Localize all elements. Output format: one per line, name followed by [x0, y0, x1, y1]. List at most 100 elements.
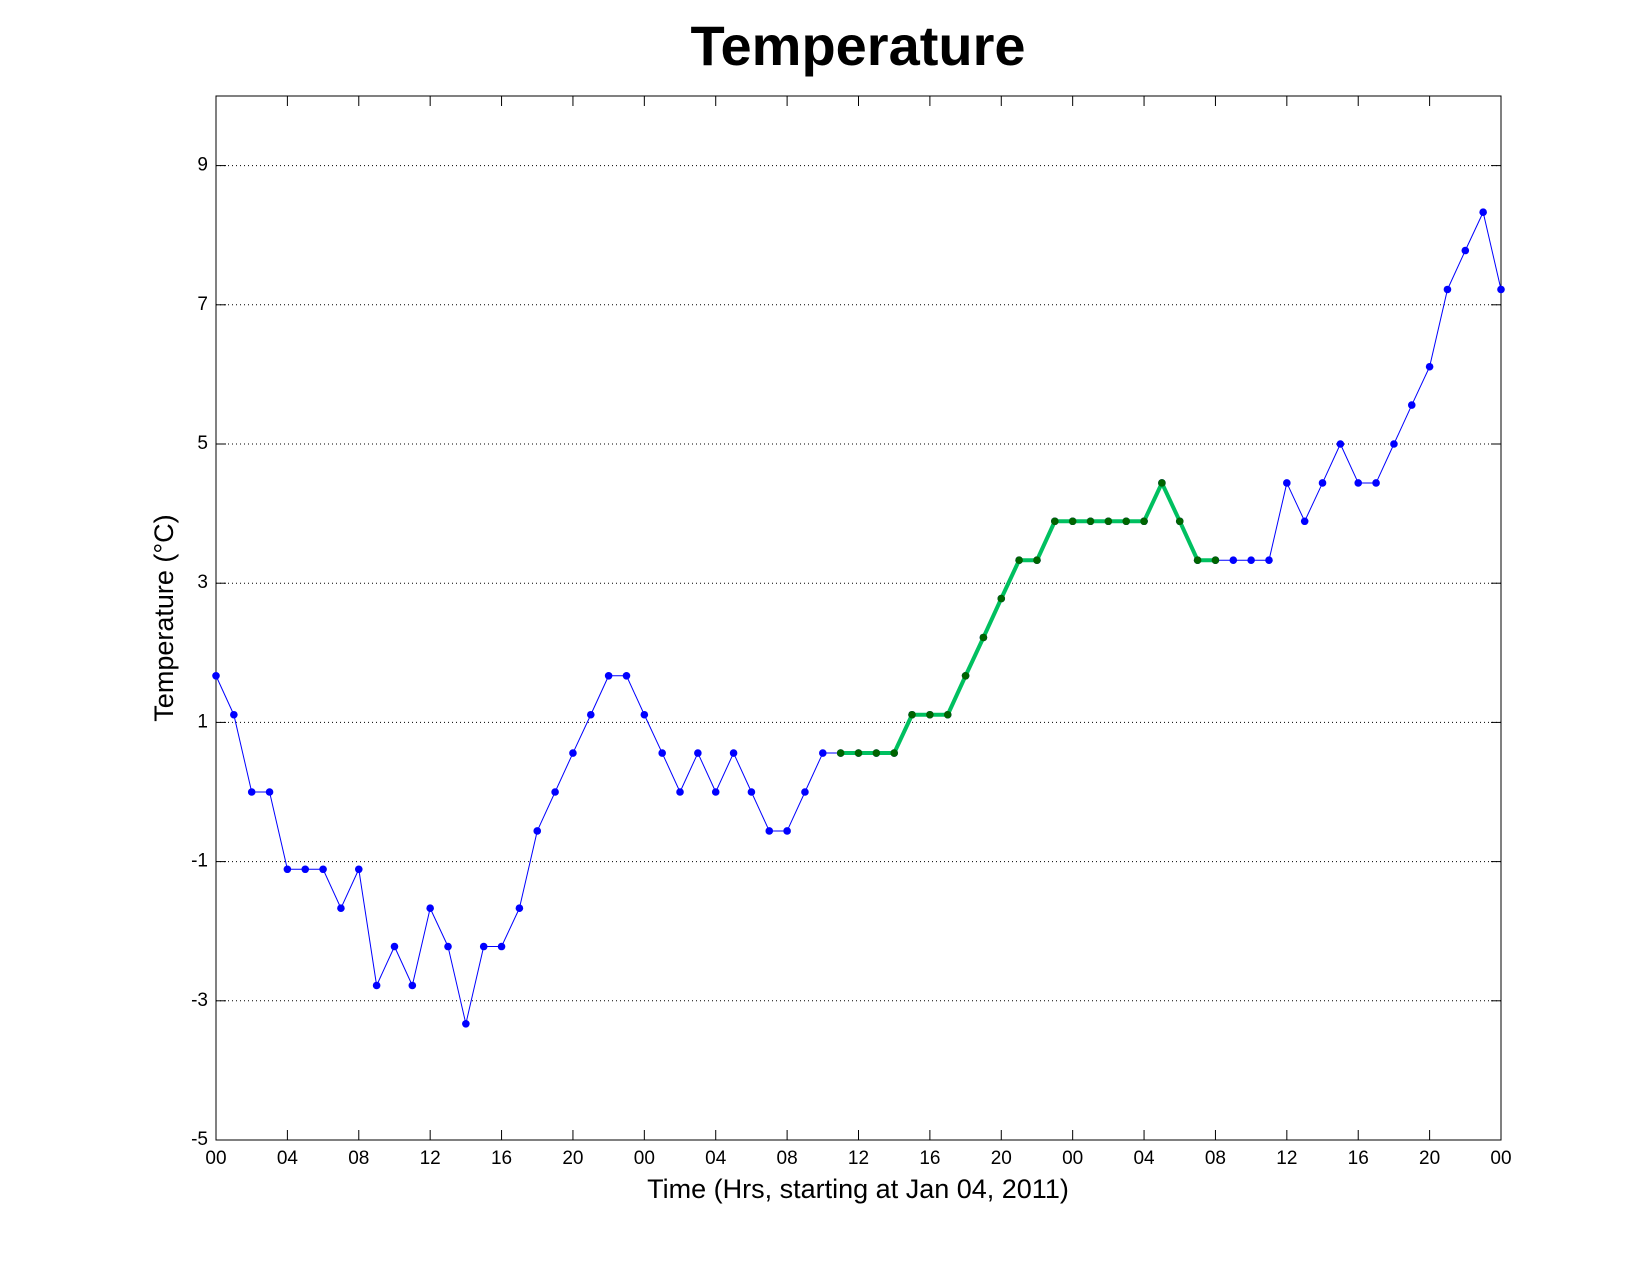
data-point: [1140, 517, 1148, 526]
data-point: [1033, 556, 1041, 565]
data-point: [230, 710, 238, 719]
series-line: [840, 480, 1216, 756]
data-point: [1283, 479, 1291, 487]
y-tick-label: 9: [197, 155, 208, 176]
y-tick-label: 1: [197, 711, 208, 732]
data-point: [908, 710, 916, 719]
data-point: [961, 671, 970, 680]
data-point: [926, 710, 934, 719]
x-axis-label: Time (Hrs, starting at Jan 04, 2011): [647, 1174, 1069, 1204]
data-point: [283, 865, 292, 874]
data-point: [819, 749, 827, 757]
x-tick-label: 12: [848, 1148, 869, 1169]
data-point: [1372, 479, 1380, 487]
data-point: [890, 749, 898, 757]
data-point: [247, 788, 256, 796]
data-point: [265, 788, 274, 796]
x-tick-label: 20: [991, 1148, 1012, 1169]
data-point: [390, 942, 399, 951]
data-point: [212, 671, 220, 680]
data-point: [497, 942, 506, 951]
data-point: [1229, 556, 1238, 565]
data-point: [1354, 479, 1363, 487]
x-tick-label: 16: [491, 1148, 512, 1169]
x-tick-label: 12: [420, 1148, 441, 1169]
x-tick-label: 20: [562, 1148, 583, 1169]
chart-title: Temperature: [690, 14, 1025, 77]
data-point: [462, 1019, 470, 1028]
data-point: [1390, 440, 1398, 448]
data-point: [997, 594, 1006, 603]
data-point: [729, 749, 738, 757]
data-point: [1407, 401, 1416, 409]
data-point: [747, 788, 756, 796]
data-point: [479, 942, 488, 951]
data-point: [372, 981, 381, 990]
data-point: [1247, 556, 1255, 565]
x-tick-label: 00: [1062, 1148, 1083, 1169]
x-tick-label: 00: [1490, 1148, 1511, 1169]
y-tick-label: 7: [197, 294, 208, 315]
x-tick-label: 04: [705, 1148, 727, 1169]
data-point: [1497, 285, 1505, 294]
data-point: [1122, 517, 1131, 526]
y-axis-label: Temperature (°C): [149, 514, 179, 721]
data-point: [1265, 556, 1273, 565]
x-tick-label: 04: [277, 1148, 299, 1169]
x-tick-label: 08: [777, 1148, 798, 1169]
data-point: [354, 865, 363, 874]
data-point: [1318, 479, 1327, 487]
data-point: [711, 788, 720, 796]
data-point: [1425, 362, 1434, 371]
data-point: [1158, 479, 1166, 487]
data-point: [836, 749, 845, 757]
data-point: [1104, 517, 1113, 526]
x-tick-label: 20: [1419, 1148, 1440, 1169]
data-point: [1193, 556, 1202, 565]
data-point: [533, 827, 542, 835]
data-point: [1443, 285, 1452, 294]
data-point: [979, 633, 988, 642]
data-point: [640, 710, 649, 719]
x-tick-label: 00: [205, 1148, 226, 1169]
data-point: [408, 981, 417, 990]
data-point: [1479, 208, 1487, 217]
x-tick-label: 08: [1205, 1148, 1226, 1169]
data-point: [622, 671, 631, 680]
data-point: [319, 865, 327, 874]
x-tick-label: 16: [919, 1148, 940, 1169]
data-point: [765, 827, 774, 835]
data-point: [604, 671, 613, 680]
data-point: [1300, 517, 1309, 526]
data-point: [301, 865, 310, 874]
data-point: [676, 788, 684, 796]
data-point: [586, 710, 595, 719]
x-tick-label: 04: [1133, 1148, 1155, 1169]
data-point: [694, 749, 702, 757]
data-point: [337, 904, 345, 913]
x-tick-label: 08: [348, 1148, 369, 1169]
data-point: [854, 749, 863, 757]
x-tick-label: 16: [1348, 1148, 1369, 1169]
data-point: [551, 788, 559, 796]
data-point: [569, 749, 577, 757]
plot-frame: [215, 95, 1502, 1141]
data-point: [1211, 556, 1220, 565]
data-point: [426, 904, 434, 913]
data-point: [1015, 556, 1023, 565]
data-point: [658, 749, 666, 757]
data-point: [1086, 517, 1095, 526]
data-point: [1175, 517, 1184, 526]
data-point: [515, 904, 524, 913]
y-tick-label: 3: [197, 572, 208, 593]
data-point: [1068, 517, 1077, 526]
y-tick-label: -3: [191, 990, 208, 1011]
data-point: [872, 749, 881, 757]
y-tick-label: -5: [191, 1129, 208, 1150]
data-point: [1336, 440, 1345, 448]
data-point: [1051, 517, 1059, 526]
data-point: [444, 942, 452, 951]
data-point: [801, 788, 809, 796]
